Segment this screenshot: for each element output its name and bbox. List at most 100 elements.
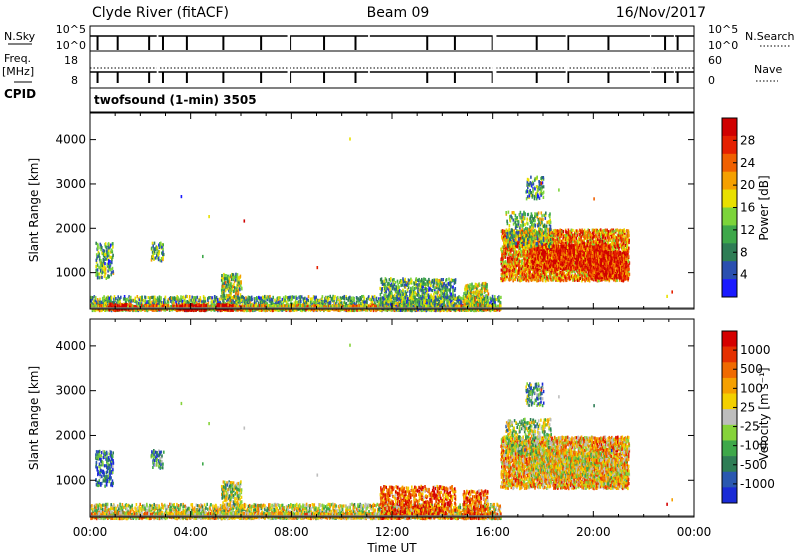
scatter-cell xyxy=(160,296,162,299)
scatter-cell xyxy=(285,295,287,298)
scatter-cell xyxy=(272,296,274,299)
scatter-cell xyxy=(145,299,147,302)
scatter-cell xyxy=(292,295,294,298)
scatter-cell xyxy=(145,296,147,299)
nave-tick-top: 60 xyxy=(708,54,722,67)
scatter-cell xyxy=(364,297,366,300)
scatter-cell xyxy=(154,296,156,299)
scatter-cell xyxy=(177,296,179,299)
scatter-cell xyxy=(351,301,353,304)
scatter-cell xyxy=(311,297,313,300)
scatter-cell xyxy=(259,297,261,300)
scatter-cell xyxy=(214,295,216,298)
scatter-cell xyxy=(114,295,116,298)
scatter-cell xyxy=(157,296,159,299)
scatter-cell xyxy=(310,298,312,301)
scatter-cell xyxy=(251,296,253,299)
freq-tick-top: 18 xyxy=(64,54,78,67)
station-title: Clyde River (fitACF) xyxy=(92,5,229,21)
nave-tick-bottom: 0 xyxy=(708,74,715,87)
scatter-cell xyxy=(148,296,150,299)
scatter-cell xyxy=(316,301,318,304)
scatter-cell xyxy=(289,296,291,299)
nsky-label: N.Sky xyxy=(4,30,36,43)
scatter-cell xyxy=(211,296,213,299)
nsky-tick-top: 10^5 xyxy=(56,23,86,36)
scatter-cell xyxy=(296,297,298,300)
scatter-cell xyxy=(301,295,303,298)
scatter-cell xyxy=(304,297,306,300)
scatter-cell xyxy=(165,296,167,299)
beam-title: Beam 09 xyxy=(367,5,430,21)
scatter-cell xyxy=(293,296,295,299)
nsearch-label: N.Search xyxy=(745,30,795,43)
power-panel: 1000200030004000 Slant Range [km] xyxy=(27,113,694,312)
scatter-cell xyxy=(299,295,301,298)
nave-label: Nave xyxy=(754,63,782,76)
scatter-cell xyxy=(346,297,348,300)
scatter-cell xyxy=(141,298,143,301)
status-traces xyxy=(90,30,694,86)
scatter-cell xyxy=(245,296,247,299)
scatter-cell xyxy=(219,298,221,301)
scatter-cell xyxy=(185,300,187,303)
scatter-cell xyxy=(101,301,103,304)
scatter-cell xyxy=(117,295,119,298)
scatter-cell xyxy=(191,296,193,299)
scatter-cell xyxy=(141,296,143,299)
freq-unit-label: [MHz] xyxy=(2,65,34,78)
freq-tick-bottom: 8 xyxy=(71,74,78,87)
scatter-cell xyxy=(135,297,137,300)
scatter-cell xyxy=(322,295,324,298)
scatter-cell xyxy=(344,295,346,298)
scatter-cell xyxy=(308,295,310,298)
scatter-cell xyxy=(115,297,117,300)
scatter-cell xyxy=(159,295,161,298)
scatter-cell xyxy=(366,301,368,304)
power-scatter xyxy=(90,137,694,312)
scatter-cell xyxy=(353,298,355,301)
status-panel: N.Sky Freq. [MHz] CPID 10^5 10^0 18 8 10… xyxy=(2,23,795,112)
scatter-cell xyxy=(306,301,308,304)
scatter-cell xyxy=(111,296,113,299)
scatter-cell xyxy=(283,296,285,299)
scatter-cell xyxy=(334,295,336,298)
scatter-cell xyxy=(137,301,139,304)
scatter-cell xyxy=(197,296,199,299)
scatter-cell xyxy=(103,295,105,298)
scatter-cell xyxy=(356,300,358,303)
scatter-cell xyxy=(130,296,132,299)
date-title: 16/Nov/2017 xyxy=(616,5,706,21)
scatter-cell xyxy=(373,298,375,301)
scatter-cell xyxy=(95,296,97,299)
scatter-cell xyxy=(274,299,276,302)
scatter-cell xyxy=(174,296,176,299)
nsearch-tick-top: 10^5 xyxy=(708,23,738,36)
scatter-cell xyxy=(328,297,330,300)
scatter-cell xyxy=(286,300,288,303)
scatter-cell xyxy=(315,296,317,299)
scatter-cell xyxy=(374,295,376,298)
nsearch-tick-bottom: 10^0 xyxy=(708,39,738,52)
scatter-cell xyxy=(200,296,202,299)
scatter-cell xyxy=(349,296,351,299)
scatter-cell xyxy=(300,300,302,303)
scatter-cell xyxy=(461,297,463,300)
scatter-cell xyxy=(351,297,353,300)
scatter-cell xyxy=(109,297,111,300)
cpid-label: CPID xyxy=(4,87,36,101)
scatter-cell xyxy=(369,298,371,301)
scatter-cell xyxy=(307,299,309,302)
scatter-cell xyxy=(150,301,152,304)
scatter-cell xyxy=(180,295,182,298)
scatter-cell xyxy=(92,296,94,299)
scatter-cell xyxy=(120,296,122,299)
scatter-cell xyxy=(183,296,185,299)
cpid-text: twofsound (1-min) 3505 xyxy=(94,93,257,107)
scatter-cell xyxy=(190,299,192,302)
scatter-cell xyxy=(97,298,99,301)
scatter-cell xyxy=(337,296,339,299)
scatter-cell xyxy=(319,299,321,302)
scatter-cell xyxy=(186,295,188,298)
scatter-cell xyxy=(255,297,257,300)
